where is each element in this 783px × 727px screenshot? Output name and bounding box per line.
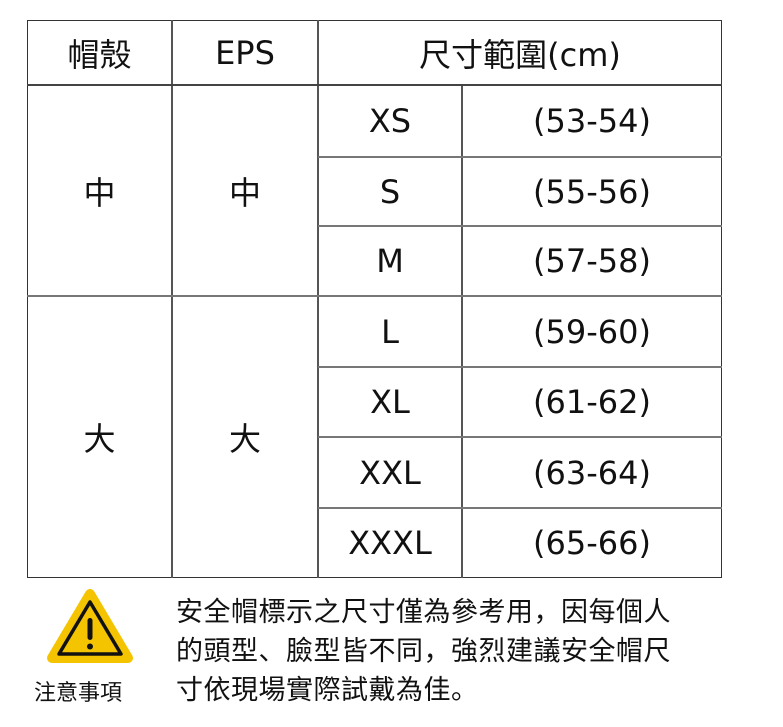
size-label: M — [376, 242, 404, 280]
divider — [318, 507, 722, 509]
table-frame — [27, 20, 722, 578]
size-label: XXXL — [348, 524, 432, 562]
size-label: S — [379, 172, 401, 211]
size-range: (57-58) — [533, 242, 651, 280]
notice-line: 安全帽標示之尺寸僅為參考用，因每個人 — [176, 597, 671, 628]
divider — [318, 225, 722, 227]
size-range: (53-54) — [533, 102, 651, 140]
size-range: (65-66) — [533, 524, 651, 562]
size-range: (61-62) — [533, 383, 651, 421]
header-size-range: 尺寸範圍(cm) — [419, 35, 621, 74]
size-label: XS — [368, 102, 412, 140]
shell-large: 大 — [83, 420, 116, 458]
notice-text: 安全帽標示之尺寸僅為參考用，因每個人 的頭型、臉型皆不同，強烈建議安全帽尺 寸依… — [176, 593, 736, 710]
divider — [318, 156, 722, 158]
divider — [27, 295, 722, 297]
notice-line: 的頭型、臉型皆不同，強烈建議安全帽尺 — [176, 636, 671, 667]
size-range: (55-56) — [533, 172, 651, 211]
eps-medium: 中 — [228, 173, 261, 212]
notice-line: 寸依現場實際試戴為佳。 — [176, 675, 479, 706]
divider — [461, 85, 463, 578]
divider — [171, 20, 173, 578]
divider — [318, 366, 722, 368]
divider — [318, 436, 722, 438]
header-eps: EPS — [215, 33, 275, 72]
header-shell: 帽殼 — [67, 35, 132, 74]
divider — [27, 84, 722, 86]
size-label: XL — [370, 383, 410, 421]
size-label: L — [381, 312, 399, 351]
divider — [317, 20, 319, 578]
caution-label: 注意事項 — [34, 681, 123, 706]
warning-icon — [47, 589, 133, 663]
size-label: XXL — [359, 453, 421, 492]
shell-medium: 中 — [83, 173, 116, 212]
size-range: (63-64) — [533, 453, 651, 492]
eps-large: 大 — [228, 420, 261, 458]
size-range: (59-60) — [533, 312, 651, 351]
